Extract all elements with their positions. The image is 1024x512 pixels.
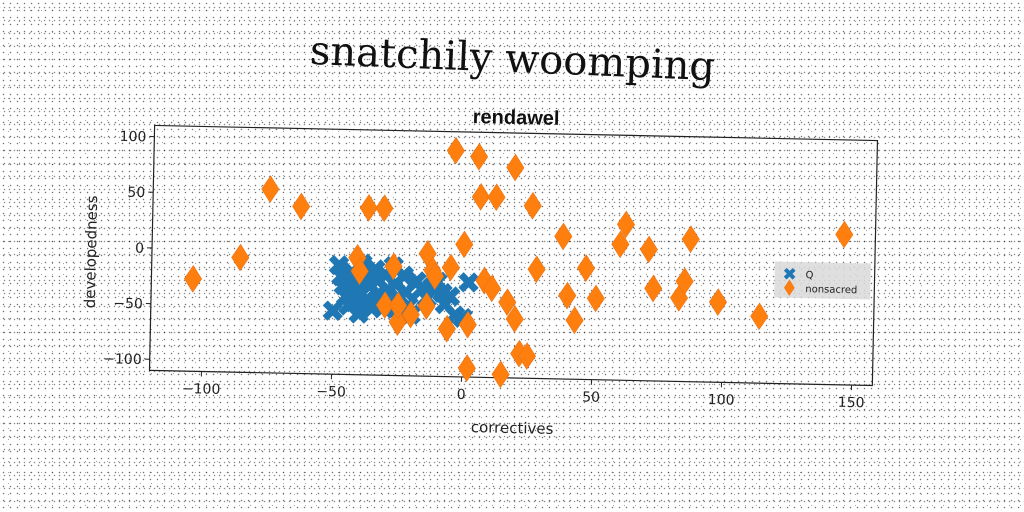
point-nonsacred: [835, 220, 854, 249]
point-nonsacred: [498, 288, 517, 316]
point-nonsacred: [455, 230, 474, 259]
point-nonsacred: [681, 225, 700, 253]
point-nonsacred: [375, 291, 395, 319]
x-tick-label: 50: [582, 389, 600, 405]
point-nonsacred: [359, 194, 378, 222]
point-nonsacred: [586, 284, 605, 313]
x-axis: −100 −50 0 50 100 150: [182, 371, 865, 411]
y-tick-label: −50: [113, 296, 143, 313]
point-nonsacred: [388, 308, 407, 336]
chart-subtitle: rendawel: [473, 106, 560, 130]
point-nonsacred: [527, 255, 546, 284]
point-nonsacred: [554, 222, 573, 251]
point-q: [322, 300, 344, 322]
legend-marker-0: [783, 267, 796, 280]
point-nonsacred: [611, 230, 630, 259]
point-nonsacred: [417, 292, 436, 320]
y-tick-label: 50: [127, 185, 145, 201]
point-nonsacred: [388, 291, 408, 320]
point-nonsacred: [471, 183, 490, 211]
x-tick-label: 100: [708, 392, 735, 409]
point-nonsacred: [708, 288, 728, 316]
point-q: [348, 303, 370, 324]
point-nonsacred: [675, 267, 694, 296]
point-nonsacred: [384, 252, 403, 281]
point-nonsacred: [458, 310, 477, 339]
point-nonsacred: [446, 136, 465, 165]
point-nonsacred: [644, 274, 663, 303]
point-nonsacred: [482, 274, 502, 303]
point-nonsacred: [491, 360, 510, 389]
point-nonsacred: [639, 235, 658, 264]
point-nonsacred: [401, 300, 420, 329]
legend-label-0: Q: [805, 270, 813, 281]
legend-box: [774, 261, 871, 300]
x-tick-label: −50: [316, 384, 346, 401]
point-nonsacred: [506, 153, 525, 182]
y-tick-label: 0: [135, 241, 144, 257]
y-tick-label: −100: [103, 351, 142, 368]
point-nonsacred: [475, 266, 494, 295]
x-tick-label: 0: [456, 387, 465, 403]
point-nonsacred: [425, 262, 445, 290]
point-nonsacred: [577, 254, 596, 282]
point-nonsacred: [505, 305, 524, 333]
point-nonsacred: [437, 314, 456, 343]
point-nonsacred: [183, 265, 203, 293]
point-nonsacred: [750, 302, 769, 331]
point-nonsacred: [457, 354, 476, 382]
point-nonsacred: [558, 281, 577, 310]
legend-label-1: nonsacred: [805, 284, 857, 296]
y-tick-label: 100: [119, 129, 146, 146]
point-q: [336, 269, 357, 291]
point-q: [343, 291, 365, 313]
y-axis: −100 −50 0 50 100: [103, 129, 155, 368]
data-points: [183, 136, 854, 389]
legend-marker-1: [784, 279, 795, 296]
point-q: [458, 272, 479, 293]
x-axis-label: correctives: [471, 418, 554, 438]
point-nonsacred: [292, 192, 311, 221]
y-axis-label: developedness: [81, 195, 101, 308]
x-tick-label: −100: [182, 381, 221, 398]
point-nonsacred: [261, 175, 280, 203]
point-q: [439, 286, 461, 307]
point-nonsacred: [487, 183, 506, 212]
point-nonsacred: [441, 253, 460, 282]
point-nonsacred: [523, 191, 542, 220]
point-nonsacred: [517, 342, 537, 370]
point-nonsacred: [565, 306, 584, 335]
plot-area: −100 −50 0 50 100 150 −100 −50 0 50 100 Qnonsacre…: [103, 124, 879, 411]
point-nonsacred: [616, 210, 636, 239]
point-nonsacred: [231, 243, 250, 272]
point-nonsacred: [375, 194, 394, 223]
point-nonsacred: [350, 257, 369, 286]
chart-title: snatchily woomping: [309, 28, 716, 90]
point-nonsacred: [470, 142, 489, 171]
x-tick-label: 150: [838, 395, 865, 412]
